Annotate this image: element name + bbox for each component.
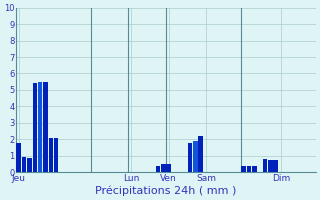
Bar: [49, 138, 53, 172]
Bar: [263, 159, 267, 172]
Bar: [22, 157, 26, 172]
Bar: [16, 143, 21, 172]
Bar: [38, 82, 43, 172]
Bar: [198, 136, 203, 172]
Bar: [247, 166, 251, 172]
Bar: [161, 164, 165, 172]
Bar: [241, 166, 246, 172]
Bar: [33, 83, 37, 172]
Bar: [156, 166, 160, 172]
Bar: [273, 160, 278, 172]
Bar: [268, 160, 273, 172]
Bar: [54, 138, 59, 172]
Bar: [166, 164, 171, 172]
Bar: [188, 143, 192, 172]
Bar: [252, 166, 257, 172]
X-axis label: Précipitations 24h ( mm ): Précipitations 24h ( mm ): [95, 185, 236, 196]
Bar: [193, 141, 198, 172]
Bar: [27, 158, 32, 172]
Bar: [43, 82, 48, 172]
